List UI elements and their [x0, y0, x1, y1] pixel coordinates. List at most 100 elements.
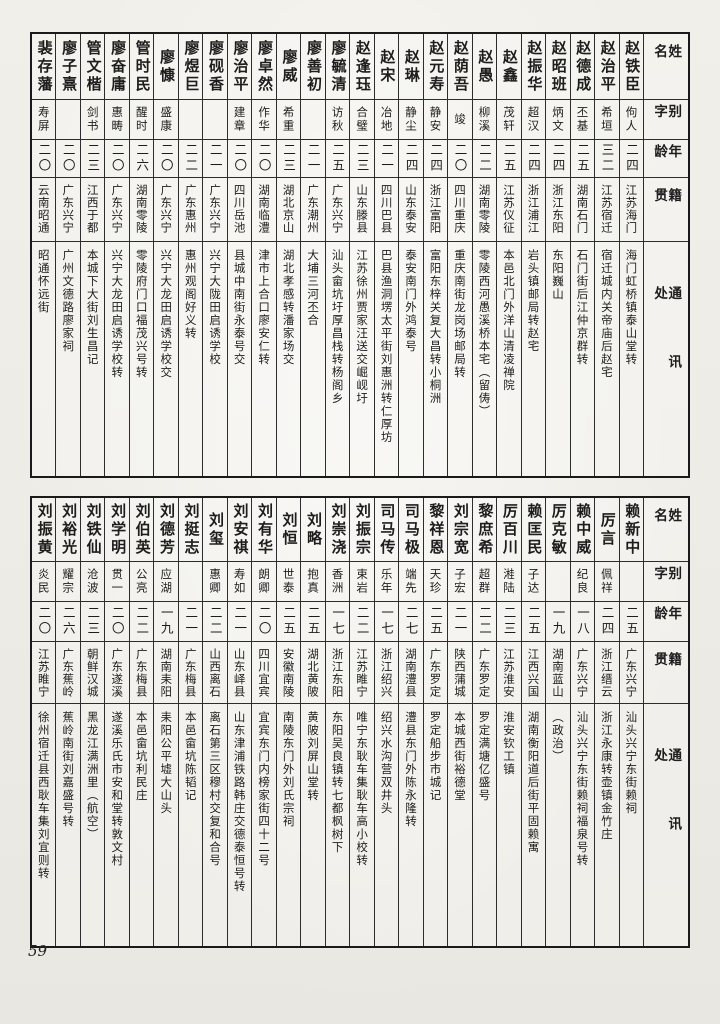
- contact-cell: 惠州观阁好义转: [183, 249, 198, 340]
- age-cell: 二一: [227, 602, 252, 642]
- entry-column: 刘振宗 束岩 二二 江苏睢宁 唯宁东耿车集耿车高小校转: [349, 498, 374, 946]
- contact-cell: 遂溪乐氏市安和堂转敦文村: [110, 711, 125, 867]
- courtesy-cell: 炳文: [546, 100, 570, 140]
- entry-column: 厉百川 溎陆 二三 江苏淮安 淮安钦工镇: [496, 498, 521, 946]
- courtesy-cell: [546, 562, 570, 602]
- courtesy-cell: 希垣: [595, 100, 619, 140]
- name-cell: 赵元寿: [423, 34, 448, 100]
- header-courtesy-cell: 别字: [644, 100, 689, 140]
- courtesy-cell: [301, 100, 325, 140]
- name-cell: 赵振华: [521, 34, 546, 100]
- native-cell: 朝鲜汉城: [80, 642, 105, 704]
- contact-cell: 岩头镇邮局转赵宅: [526, 249, 541, 353]
- contact-cell: 昭通怀远街: [36, 249, 51, 314]
- age-cell: 二〇: [32, 140, 56, 178]
- age-cell: 二二: [472, 140, 497, 178]
- entry-column: 刘玺 惠卿 二二 山西离石 离石第三区穆村交复和合号: [202, 498, 227, 946]
- courtesy-cell: 公亮: [129, 562, 154, 602]
- entry-column: 厉言 佩祥 二四 浙江缙云 浙江永康转壶镇金竹庄: [594, 498, 619, 946]
- header-contact-cell: 通讯处: [651, 286, 682, 423]
- contact-cell: 澧县东门外陈永隆转: [404, 711, 419, 828]
- native-cell: 山东滕县: [350, 178, 374, 242]
- contact-cell: 本城下大街刘生昌记: [85, 249, 100, 366]
- native-cell: 湖南零陵: [129, 178, 154, 242]
- age-cell: 二二: [203, 602, 227, 642]
- courtesy-cell: 剑书: [80, 100, 105, 140]
- entry-column: 廖卓然 作华 二〇 湖南临澧 津市上合口廖安仁转: [251, 34, 276, 476]
- native-cell: 广东潮州: [301, 178, 325, 242]
- name-cell: 赵荫吾: [448, 34, 472, 100]
- native-cell: 浙江东阳: [546, 178, 570, 242]
- header-age-cell: 年龄: [644, 602, 689, 642]
- name-cell: 司马传: [374, 498, 399, 562]
- native-cell: 四川宜宾: [252, 642, 276, 704]
- contact-cell: 湖南衡阳道后街平固赖寓: [526, 711, 541, 854]
- age-cell: 二二: [129, 602, 154, 642]
- name-cell: 赖匡民: [521, 498, 546, 562]
- courtesy-cell: 束岩: [350, 562, 374, 602]
- contact-cell: 汕头兴宁东街赖祠福泉号转: [575, 711, 590, 867]
- entry-column: 赖中威 纪良 一八 广东兴宁 汕头兴宁东街赖祠福泉号转: [569, 498, 595, 946]
- name-cell: 赵德成: [570, 34, 595, 100]
- courtesy-cell: 寿如: [227, 562, 252, 602]
- entry-column: 刘安祺 寿如 二一 山东峄县 山东津浦铁路韩庄交德泰恒号转: [226, 498, 252, 946]
- entry-column: 刘恒 世泰 二五 安徽南陵 南陵东门外刘氏宗祠: [275, 498, 301, 946]
- age-cell: 二〇: [252, 140, 276, 178]
- age-cell: 二二: [178, 140, 203, 178]
- age-cell: 二〇: [105, 602, 129, 642]
- name-cell: 赵治平: [595, 34, 619, 100]
- entry-column: 厉克敏 一九 湖南蓝山 （政治）: [545, 498, 570, 946]
- native-cell: 湖南零陵: [472, 178, 497, 242]
- native-cell: 湖北京山: [276, 178, 301, 242]
- name-cell: 赵宋: [374, 34, 399, 100]
- name-cell: 刘有华: [252, 498, 276, 562]
- age-cell: 二四: [423, 140, 448, 178]
- header-native-cell: 籍贯: [644, 642, 689, 704]
- name-cell: 廖治平: [227, 34, 252, 100]
- contact-cell: 徐州宿迁县西耿车集刘宜则转: [36, 711, 51, 880]
- courtesy-cell: 耀宗: [56, 562, 80, 602]
- courtesy-cell: 寿屏: [32, 100, 56, 140]
- courtesy-cell: [178, 562, 203, 602]
- age-cell: 二五: [301, 602, 325, 642]
- contact-cell: 巴县渔洞塄太平街刘惠洲转仁厚坊: [379, 249, 394, 444]
- age-cell: 二四: [546, 140, 570, 178]
- contact-cell: 东阳巍山: [550, 249, 565, 301]
- age-cell: 二〇: [56, 140, 80, 178]
- courtesy-cell: 应湖: [154, 562, 178, 602]
- age-cell: 二三: [80, 140, 105, 178]
- courtesy-cell: 贯一: [105, 562, 129, 602]
- native-cell: 广东罗定: [472, 642, 497, 704]
- entry-column: 赵逢珏 合璧 二三 山东滕县 江苏徐州贾家汪送交崛岘圩: [349, 34, 374, 476]
- native-cell: 广东蕉岭: [56, 642, 80, 704]
- age-cell: 二五: [521, 602, 546, 642]
- native-cell: 广东遂溪: [105, 642, 129, 704]
- name-cell: 刘德芳: [154, 498, 178, 562]
- name-cell: 赵鑫: [497, 34, 521, 100]
- courtesy-cell: 静安: [423, 100, 448, 140]
- courtesy-cell: 惠卿: [203, 562, 227, 602]
- native-cell: 湖南澧县: [399, 642, 423, 704]
- contact-cell: 兴宁大陇田启诱学校: [208, 249, 223, 366]
- age-cell: 二一: [448, 602, 472, 642]
- entry-column: 廖毓清 访秋 二五 广东兴宁 汕头畲坑圩厚昌栈转杨阁乡: [324, 34, 350, 476]
- name-cell: 司马极: [399, 498, 423, 562]
- entry-column: 赵宋 冶地 二一 四川巴县 巴县渔洞塄太平街刘惠洲转仁厚坊: [373, 34, 399, 476]
- age-cell: 一八: [570, 602, 595, 642]
- contact-cell: 山东津浦铁路韩庄交德泰恒号转: [232, 711, 247, 893]
- native-cell: 山东泰安: [399, 178, 423, 242]
- entry-column: 刘铁仙 沧波 二三 朝鲜汉城 黑龙江满洲里（航空）: [79, 498, 105, 946]
- name-cell: 刘挺志: [178, 498, 203, 562]
- courtesy-cell: 天珍: [423, 562, 448, 602]
- entry-column: 刘崇浇 香洲 一七 浙江东阳 东阳吴良镇转七都枫树下: [324, 498, 350, 946]
- courtesy-cell: 沧波: [80, 562, 105, 602]
- native-cell: 广东兴宁: [56, 178, 80, 242]
- contact-cell: 重庆南街龙岗场邮局转: [453, 249, 468, 379]
- contact-cell: 离石第三区穆村交复和合号: [208, 711, 223, 867]
- courtesy-cell: 盛康: [154, 100, 178, 140]
- name-cell: 刘玺: [203, 498, 227, 562]
- entry-column: 刘宗宽 子宏 二一 陕西蒲城 本城西街裕德堂: [447, 498, 472, 946]
- contact-cell: 淮安钦工镇: [501, 711, 516, 776]
- entry-column: 廖威 希重 二三 湖北京山 湖北孝感转潘家场交: [275, 34, 301, 476]
- entry-column: 刘伯英 公亮 二二 广东梅县 本邑畲坑利民庄: [128, 498, 154, 946]
